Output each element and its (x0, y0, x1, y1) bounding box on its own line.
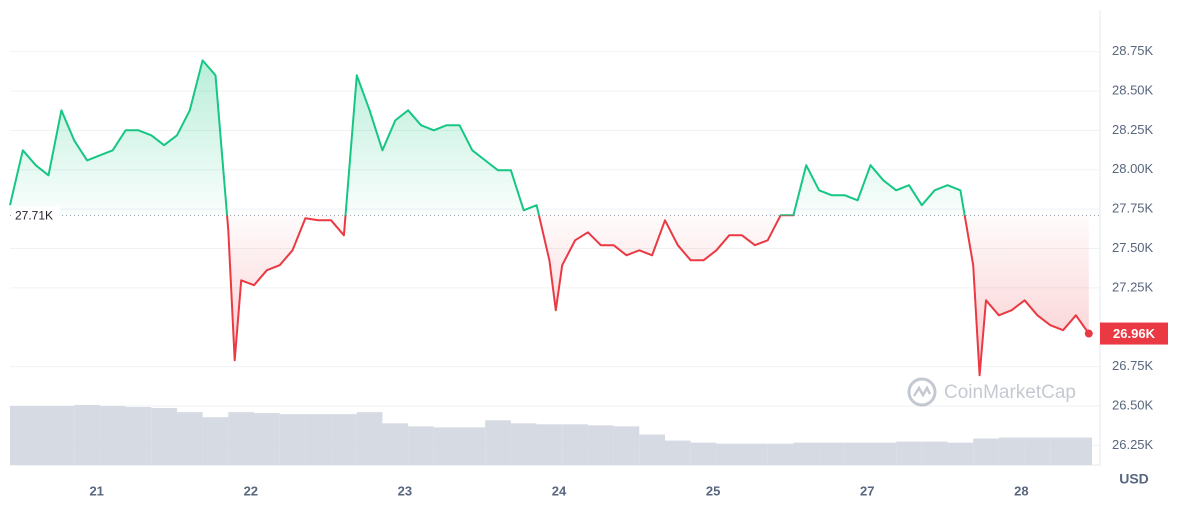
y-tick-label: 26.25K (1112, 437, 1154, 452)
volume-bar (562, 424, 588, 465)
volume-bar (74, 405, 100, 465)
x-tick-label: 22 (244, 483, 258, 498)
volume-bar (510, 423, 537, 465)
volume-bar (587, 425, 614, 465)
volume-bar (1024, 437, 1051, 465)
volume-bar (382, 423, 409, 465)
y-tick-label: 28.25K (1112, 122, 1154, 137)
watermark-logo-mark (912, 385, 932, 398)
current-price-dot (1084, 329, 1093, 338)
area-up (10, 60, 1089, 216)
price-line-down (226, 215, 1090, 377)
volume-bar (305, 414, 332, 465)
volume-bar (356, 412, 383, 465)
volume-bar (125, 407, 152, 465)
x-tick-label: 27 (860, 483, 874, 498)
current-price-tag (1100, 322, 1168, 345)
volume-bar (793, 442, 820, 465)
volume-bar (742, 443, 768, 465)
volume-bar (844, 442, 871, 465)
y-tick-label: 28.00K (1112, 161, 1154, 176)
volume-bar (176, 412, 203, 465)
x-tick-label: 23 (398, 483, 412, 498)
volume-bar (408, 426, 434, 465)
volume-bar (331, 414, 357, 465)
volume-bar (485, 420, 511, 465)
watermark-text: CoinMarketCap (944, 382, 1076, 403)
y-tick-label: 27.50K (1112, 240, 1154, 255)
volume-bar (896, 441, 922, 465)
x-tick-label: 24 (552, 483, 567, 498)
volume-bar (819, 442, 845, 465)
volume-bar (870, 442, 897, 465)
y-tick-label: 27.25K (1112, 279, 1154, 294)
volume-bar (767, 443, 794, 465)
y-tick-label: 28.75K (1112, 43, 1154, 58)
volume-bar (947, 442, 974, 465)
volume-bar (921, 441, 948, 465)
reference-label-bg (12, 206, 60, 225)
y-tick-label: 27.75K (1112, 201, 1154, 216)
y-tick-label: 26.50K (1112, 397, 1154, 412)
volume-bar (22, 406, 49, 465)
volume-bar (1075, 437, 1092, 465)
current-price-label: 26.96K (1113, 326, 1156, 341)
volume-bar (639, 434, 665, 465)
watermark-logo (907, 377, 937, 407)
volume-bar (202, 417, 229, 465)
volume-bar (664, 440, 691, 465)
y-unit: USD (1119, 471, 1149, 487)
reference-label: 27.71K (15, 209, 53, 223)
volume-bar (228, 412, 255, 465)
volume-bar (1050, 437, 1076, 465)
volume-bar (536, 424, 563, 465)
x-tick-label: 28 (1014, 483, 1028, 498)
volume-bar (151, 408, 177, 465)
volume-bar (254, 413, 280, 465)
volume-bar (690, 442, 717, 465)
volume-bar (613, 426, 640, 465)
volume-bar (716, 443, 743, 465)
volume-bar (973, 438, 999, 465)
volume-bar (998, 437, 1025, 465)
y-tick-label: 26.75K (1112, 358, 1154, 373)
volume-bar (48, 406, 75, 465)
watermark: CoinMarketCap (907, 377, 1076, 407)
price-line-up (9, 59, 966, 216)
area-down (227, 215, 1089, 376)
y-tick-label: 28.50K (1112, 83, 1154, 98)
volume-bar (279, 414, 306, 465)
volume-bar (459, 427, 486, 465)
x-tick-label: 21 (89, 483, 103, 498)
volume-bar (99, 406, 126, 465)
volume-bar (433, 427, 460, 465)
x-tick-label: 25 (706, 483, 720, 498)
